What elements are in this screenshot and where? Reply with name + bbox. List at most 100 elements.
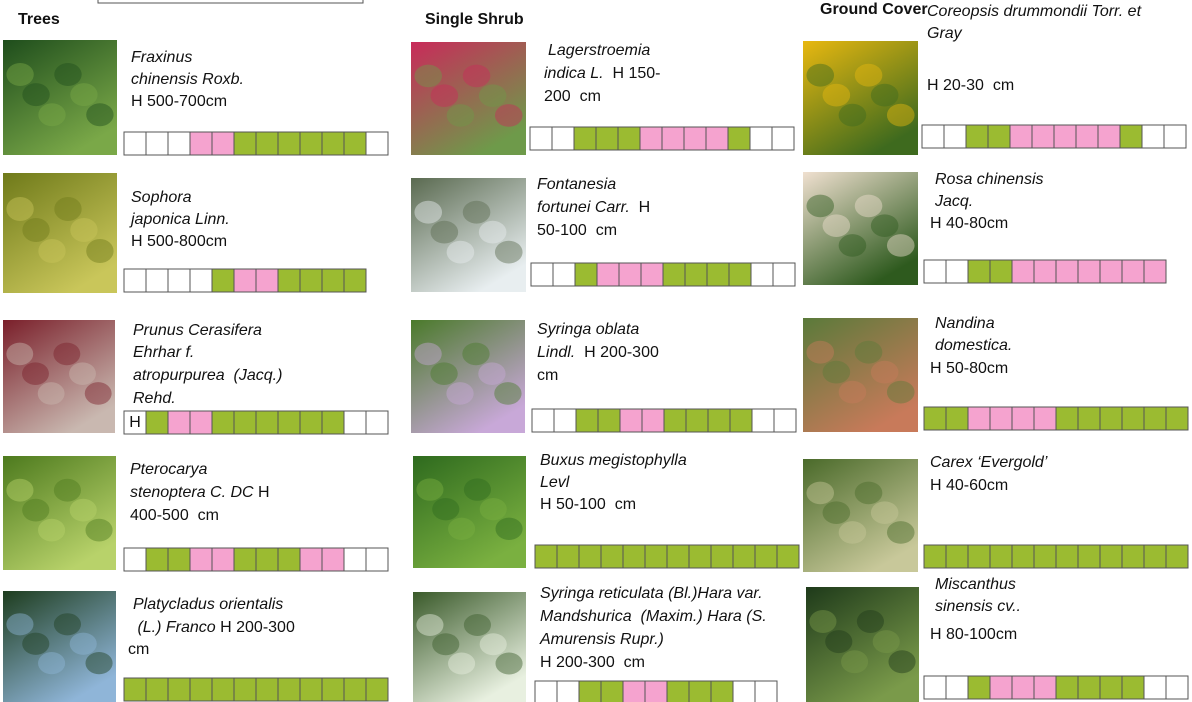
plant-text: cm: [537, 367, 558, 384]
plant-height: H 200-300 cm: [540, 654, 645, 671]
photo-texture: [6, 63, 34, 86]
photo-texture: [463, 478, 491, 501]
photo-texture: [806, 481, 835, 505]
photo-texture: [886, 103, 915, 127]
phenology-cell: [211, 677, 235, 702]
phenology-cell: [1011, 544, 1035, 569]
phenology-cell: [1075, 124, 1099, 149]
plant-photo: [803, 172, 918, 285]
photo-texture: [806, 63, 835, 87]
phenology-cell: [1097, 124, 1121, 149]
phenology-cell: [365, 547, 389, 572]
phenology-cell: [661, 126, 685, 151]
photo-texture: [838, 521, 867, 544]
photo-texture: [854, 63, 883, 87]
photo-texture: [463, 614, 491, 636]
phenology-cell: [1165, 544, 1189, 569]
plant-height: 400-500 cm: [130, 507, 219, 524]
column-title: Ground Cover: [820, 1, 928, 18]
phenology-cell: [189, 131, 213, 156]
plant-text: Nandina: [935, 315, 995, 332]
phenology-cell: [534, 680, 558, 702]
photo-texture: [446, 382, 474, 405]
photo-texture: [888, 650, 916, 674]
photo-texture: [416, 614, 444, 636]
photo-texture: [838, 103, 867, 127]
photo-texture: [809, 610, 837, 633]
plant-photo: [3, 591, 116, 702]
plant-name: Gray: [927, 25, 963, 42]
phenology-cell: [233, 547, 257, 572]
photo-texture: [854, 481, 883, 505]
photo-texture: [54, 63, 82, 86]
photo-texture: [6, 478, 34, 502]
phenology-cell: [923, 406, 947, 431]
plant-name: Nandina: [935, 315, 995, 332]
phenology-cell: [211, 268, 235, 293]
plant-height: H: [630, 199, 650, 216]
phenology-cell: [1033, 675, 1057, 700]
phenology-cell: [553, 408, 577, 433]
plant-height: H 500-800cm: [131, 233, 227, 250]
plant-text: Platycladus orientalis: [133, 596, 283, 613]
photo-texture: [70, 83, 98, 107]
phenology-cell: [1077, 544, 1101, 569]
plant-height: H: [254, 484, 270, 501]
phenology-cell: [277, 268, 301, 293]
photo-texture: [69, 498, 97, 522]
photo-texture: [822, 501, 851, 524]
phenology-cell: [1033, 406, 1057, 431]
photo-texture: [69, 632, 97, 655]
photo-texture: [70, 218, 98, 242]
plant-text: indica L. H 150-: [544, 65, 661, 82]
phenology-cell: [1119, 124, 1143, 149]
plant-text: Amurensis Rupr.): [539, 631, 664, 648]
phenology-cell: [749, 126, 773, 151]
phenology-cell: [923, 675, 947, 700]
photo-texture: [22, 83, 50, 107]
photo-texture: [494, 382, 522, 405]
photo-texture: [479, 633, 507, 656]
phenology-cell: [644, 680, 668, 702]
photo-texture: [841, 650, 869, 674]
phenology-cell: [123, 677, 147, 702]
photo-texture: [430, 84, 459, 107]
phenology-cell: [277, 677, 301, 702]
photo-texture: [462, 64, 491, 88]
phenology-cell: [688, 680, 712, 702]
phenology-cell: [365, 131, 389, 156]
photo-texture: [22, 362, 49, 385]
phenology-cell: [1165, 675, 1189, 700]
phenology-cell: [923, 544, 947, 569]
photo-texture: [38, 518, 66, 542]
phenology-cell: [1053, 124, 1077, 149]
photo-texture: [22, 498, 50, 522]
plant-photo: [3, 40, 117, 155]
column-title: Trees: [18, 11, 60, 28]
photo-texture: [806, 194, 835, 218]
plant-height: H 40-60cm: [930, 477, 1008, 494]
photo-texture: [432, 498, 460, 521]
plant-name: Miscanthus: [935, 576, 1016, 593]
phenology-cell: [710, 544, 734, 569]
phenology-cell: [1121, 259, 1145, 284]
photo-texture: [478, 84, 507, 107]
plant-height: H 80-100cm: [930, 626, 1017, 643]
phenology-cell: [773, 408, 797, 433]
plant-text: 200 cm: [544, 88, 601, 105]
photo-texture: [870, 214, 899, 237]
phenology-cell: [622, 680, 646, 702]
phenology-cell: [754, 544, 778, 569]
plant-name: Coreopsis drummondii Torr. et: [927, 3, 1142, 20]
plant-text: H 200-300 cm: [540, 654, 645, 671]
phenology-cell: [987, 124, 1011, 149]
phenology-cell: [145, 547, 169, 572]
plant-text: atropurpurea (Jacq.): [133, 367, 282, 384]
phenology-cell: [321, 677, 345, 702]
photo-texture: [38, 103, 66, 127]
plant-name: Levl: [540, 474, 570, 491]
phenology-cell: [299, 131, 323, 156]
phenology-cell: [145, 268, 169, 293]
phenology-cell: [534, 544, 558, 569]
phenology-cell: [597, 408, 621, 433]
